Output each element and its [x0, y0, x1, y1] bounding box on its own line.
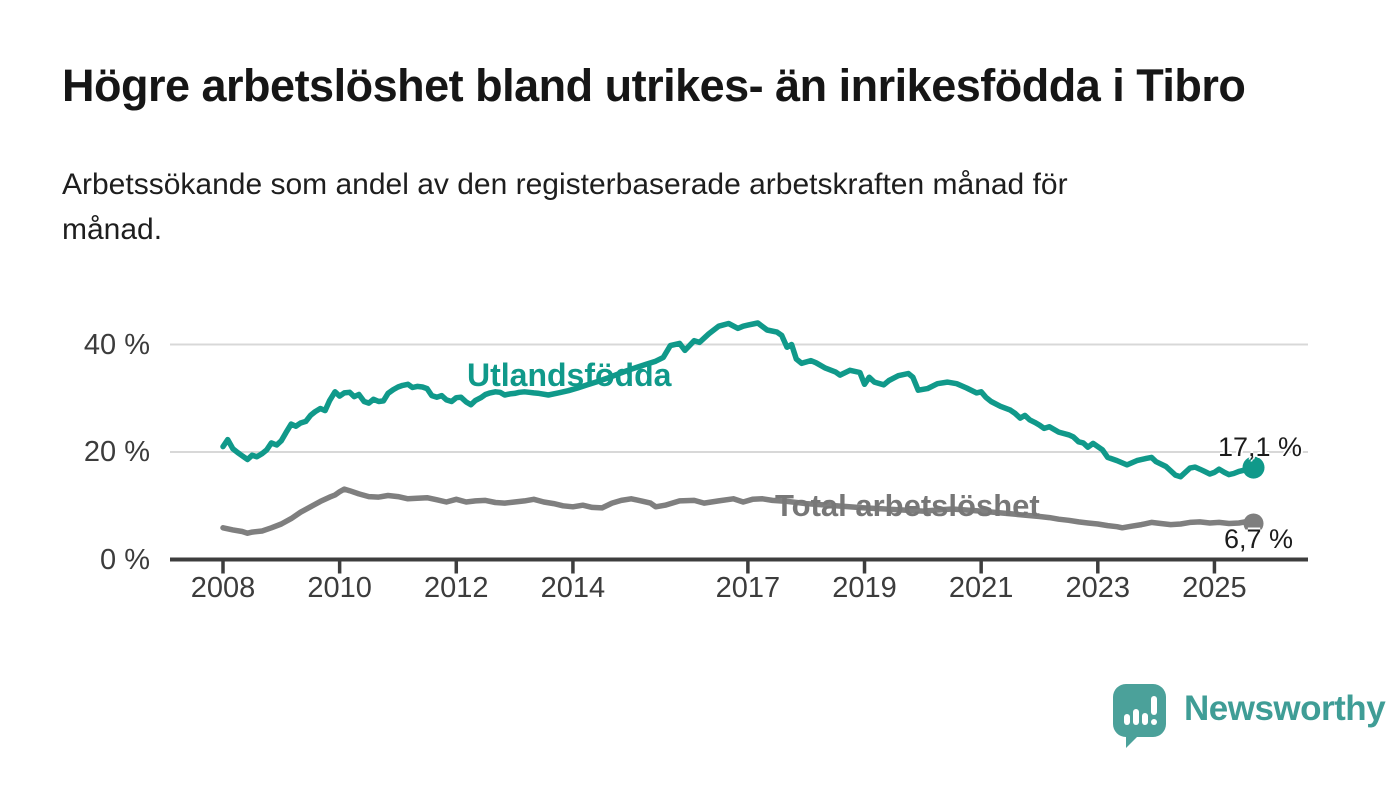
x-axis-label: 2012	[424, 572, 489, 604]
y-axis-label: 40 %	[83, 328, 150, 361]
series-label-utlandsfodda: Utlandsfödda	[467, 357, 672, 393]
series-line-0	[220, 320, 1257, 480]
series-end-dot-0	[1242, 456, 1265, 479]
x-axis-label: 2017	[715, 572, 781, 604]
newsworthy-logo-icon	[1113, 684, 1166, 748]
x-axis-label: 2021	[948, 572, 1014, 604]
x-axis-label: 2014	[540, 572, 606, 604]
y-axis-label: 20 %	[83, 436, 150, 468]
x-axis-label: 2023	[1065, 572, 1131, 604]
x-axis-label: 2019	[832, 572, 897, 604]
end-value-label-utlandsfodda: 17,1 %	[1218, 432, 1303, 462]
newsworthy-brand: Newsworthy	[1113, 684, 1386, 750]
series-end-dot-1	[1243, 513, 1264, 534]
chart-subtitle: Arbetssökande som andel av den registerb…	[62, 168, 1068, 246]
x-axis-label: 2025	[1182, 572, 1247, 604]
series-line-1	[220, 486, 1257, 536]
x-axis-label: 2010	[307, 572, 372, 604]
x-axis-label: 2008	[190, 572, 256, 604]
y-axis-label: 0 %	[100, 543, 150, 576]
newsworthy-wordmark: Newsworthy	[1184, 689, 1386, 728]
chart-title: Högre arbetslöshet bland utrikes- än inr…	[62, 60, 1246, 111]
end-value-label-total: 6,7 %	[1224, 524, 1294, 554]
series-label-total-arbetsloshet: Total arbetslöshet	[775, 488, 1040, 523]
